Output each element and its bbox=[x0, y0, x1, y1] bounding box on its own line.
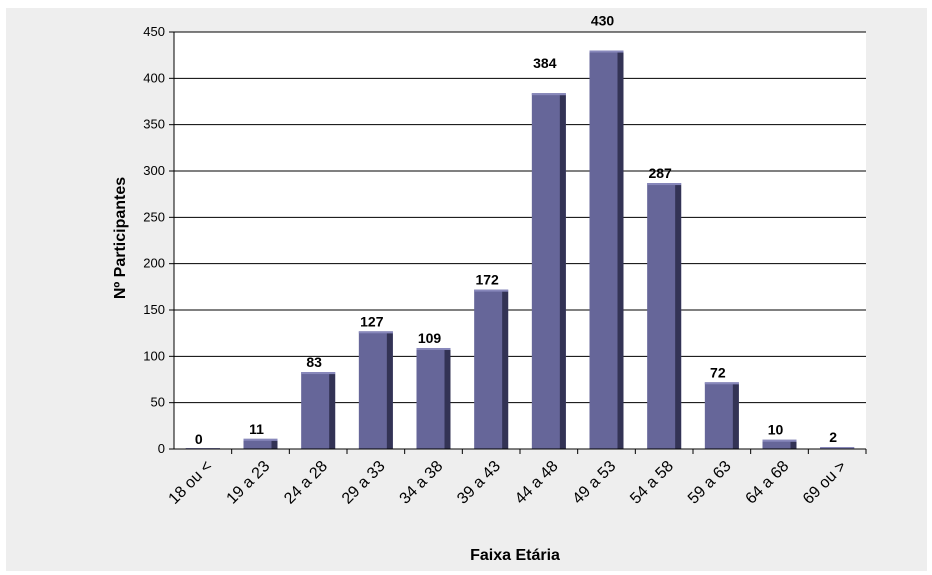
bar bbox=[820, 447, 855, 449]
x-tick-label: 64 a 68 bbox=[743, 458, 793, 508]
axes bbox=[169, 31, 867, 454]
bar-side bbox=[617, 52, 624, 450]
x-tick-label: 54 a 58 bbox=[627, 458, 677, 508]
data-label: 11 bbox=[249, 421, 264, 437]
data-label: 287 bbox=[648, 165, 672, 181]
bar bbox=[301, 372, 336, 449]
y-tick-label: 300 bbox=[143, 163, 165, 178]
y-tick-label: 450 bbox=[143, 24, 165, 39]
bar-top bbox=[301, 372, 336, 375]
bar bbox=[531, 93, 566, 449]
y-tick-label: 50 bbox=[151, 395, 165, 410]
bar-top bbox=[531, 93, 566, 96]
bar-top bbox=[589, 50, 624, 53]
bar-top bbox=[704, 382, 739, 385]
x-tick-label: 34 a 38 bbox=[397, 458, 447, 508]
bar-side bbox=[386, 333, 393, 449]
x-tick-label: 49 a 53 bbox=[570, 458, 620, 508]
data-labels: 0 11 83 127 109 172 384 430 287 72 10 2 bbox=[195, 13, 837, 447]
bar bbox=[704, 382, 739, 449]
bar-side bbox=[559, 95, 566, 449]
bar-side bbox=[329, 374, 336, 449]
bar-front bbox=[243, 438, 278, 449]
y-axis-title: Nº Participantes bbox=[112, 177, 129, 299]
bar bbox=[647, 183, 682, 449]
bar-side bbox=[790, 441, 797, 449]
y-tick-label: 150 bbox=[143, 302, 165, 317]
gridlines bbox=[174, 31, 866, 404]
bar bbox=[762, 439, 797, 449]
x-tick-label: 29 a 33 bbox=[339, 458, 389, 508]
bar-side bbox=[271, 440, 278, 449]
bar-top bbox=[820, 447, 855, 449]
y-tick-label: 400 bbox=[143, 70, 165, 85]
bars bbox=[185, 50, 855, 450]
bar-front bbox=[762, 439, 797, 449]
bar-top bbox=[762, 439, 797, 442]
chart-frame: 0 50 100 150 200 250 300 350 400 450 18 ou <19 a … bbox=[6, 8, 927, 571]
bar bbox=[589, 50, 624, 450]
bar-side bbox=[444, 349, 451, 449]
x-tick-label: 24 a 28 bbox=[281, 458, 331, 508]
x-tick-label: 39 a 43 bbox=[454, 458, 504, 508]
bar bbox=[358, 331, 393, 449]
bar-top bbox=[358, 331, 393, 334]
bar bbox=[416, 347, 451, 449]
bar-top bbox=[647, 183, 682, 186]
data-label: 109 bbox=[418, 330, 442, 346]
data-label: 10 bbox=[768, 422, 784, 438]
data-label: 172 bbox=[475, 272, 499, 288]
x-tick-label: 18 ou < bbox=[166, 458, 216, 508]
data-label: 83 bbox=[306, 354, 322, 370]
x-tick-label: 59 a 63 bbox=[685, 458, 735, 508]
x-tick-label: 69 ou > bbox=[800, 458, 850, 508]
data-label: 127 bbox=[360, 313, 384, 329]
x-tick-label: 19 a 23 bbox=[224, 458, 274, 508]
x-tick-label: 44 a 48 bbox=[512, 458, 562, 508]
bar-side bbox=[732, 384, 739, 449]
bar-top bbox=[243, 438, 278, 441]
bar bbox=[243, 438, 278, 449]
y-tick-label: 350 bbox=[143, 117, 165, 132]
data-label: 384 bbox=[533, 55, 557, 71]
data-label: 430 bbox=[591, 13, 615, 29]
plot-area bbox=[174, 32, 866, 449]
x-tick-labels: 18 ou <19 a 23 24 a 28 29 a 33 34 a 38 39 a … bbox=[166, 458, 850, 508]
data-label: 0 bbox=[195, 431, 203, 447]
y-tick-label: 100 bbox=[143, 348, 165, 363]
y-tick-labels: 0 50 100 150 200 250 300 350 400 450 bbox=[143, 24, 165, 456]
bar bbox=[474, 289, 509, 449]
y-tick-label: 250 bbox=[143, 209, 165, 224]
x-axis-title: Faixa Etária bbox=[470, 547, 560, 564]
data-label: 2 bbox=[829, 429, 837, 445]
y-tick-label: 0 bbox=[158, 441, 165, 456]
y-tick-label: 200 bbox=[143, 256, 165, 271]
bar-side bbox=[502, 291, 509, 449]
bar-top bbox=[416, 347, 451, 350]
bar-top bbox=[474, 289, 509, 292]
data-label: 72 bbox=[710, 364, 726, 380]
bar-side bbox=[675, 185, 682, 449]
